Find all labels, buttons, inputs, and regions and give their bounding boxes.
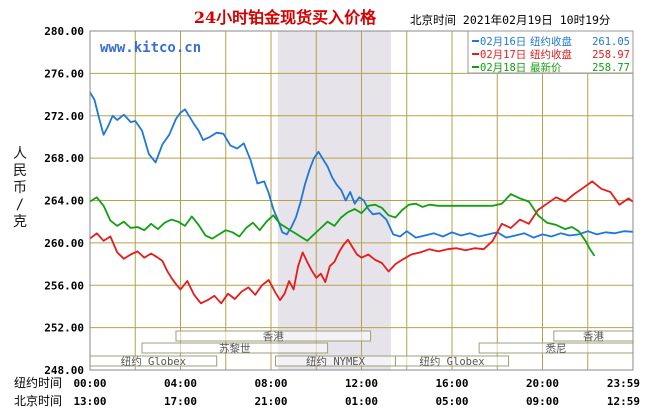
legend-date: 02月17日 [480,49,526,61]
legend-date: 02月16日 [480,36,526,48]
x-tick-label-bj: 01:00 [345,395,378,408]
y-tick-label: 268.00 [44,152,84,165]
y-tick-label: 260.00 [44,237,84,250]
market-label: 纽约 NYMEX [306,355,366,368]
y-tick-label: 276.00 [44,67,84,80]
series-line-2 [89,180,634,305]
legend-label: 纽约收盘 [530,48,572,61]
market-label: 纽约 Globex [121,355,186,368]
y-tick-label: 248.00 [44,364,84,377]
market-band [394,355,510,367]
x-tick-label-ny: 16:00 [435,377,468,390]
x-tick-label-ny: 00:00 [73,377,106,390]
market-label: 香港 [583,331,604,343]
timestamp: 北京时间 2021年02月19日 10时19分 [410,13,611,27]
y-tick-label: 264.00 [44,195,84,208]
x-tick-label-ny: 23:59 [607,377,640,390]
x-tick-label-ny: 04:00 [164,377,197,390]
market-band [141,342,329,354]
watermark: www.kitco.cn [100,40,201,56]
market-label: 香港 [263,331,284,343]
market-label: 悉尼 [546,343,567,355]
market-label: 纽约 Globex [419,355,484,368]
x-tick-label-bj: 05:00 [435,395,468,408]
legend-label: 最新价 [530,61,562,74]
x-tick-label-bj: 21:00 [254,395,287,408]
legend-value: 258.97 [592,49,630,61]
series-line-1 [89,91,633,239]
y-axis-label: 人民币/克 [13,146,27,230]
plot-frame [89,30,634,371]
y-tick-label: 272.00 [44,110,84,123]
legend-label: 纽约收盘 [530,35,572,48]
x-tick-label-ny: 20:00 [526,377,559,390]
market-label: 苏黎世 [219,342,251,355]
x-tick-label-ny: 12:00 [345,377,378,390]
y-tick-label: 252.00 [44,322,84,335]
market-band [175,330,372,342]
x-tick-label-ny: 08:00 [254,377,287,390]
legend-date: 02月18日 [480,62,526,74]
legend-box [467,30,634,74]
y-tick-label: 280.00 [44,25,84,38]
y-tick-label: 256.00 [44,279,84,292]
x-row1-label: 纽约时间 [14,375,62,390]
series-line-3 [89,193,596,257]
chart-title: 24小时铂金现货买入价格 [194,8,377,27]
x-tick-label-bj: 09:00 [526,395,559,408]
x-tick-label-bj: 12:59 [607,395,640,408]
x-row2-label: 北京时间 [14,394,62,408]
legend-value: 258.77 [592,62,630,74]
x-tick-label-bj: 13:00 [73,395,106,408]
x-tick-label-bj: 17:00 [164,395,197,408]
legend-value: 261.05 [592,36,630,48]
